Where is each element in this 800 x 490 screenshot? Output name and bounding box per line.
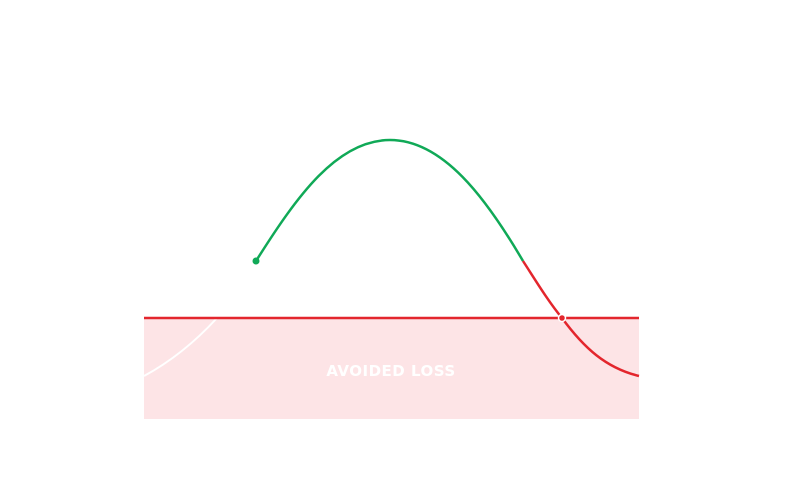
avoided-loss-label: AVOIDED LOSS [326,362,455,380]
start-point [252,257,260,265]
faint-entry-curve [143,317,218,377]
avoided-loss-zone [144,318,639,419]
crossing-point [557,313,567,323]
gain-curve [254,138,525,262]
